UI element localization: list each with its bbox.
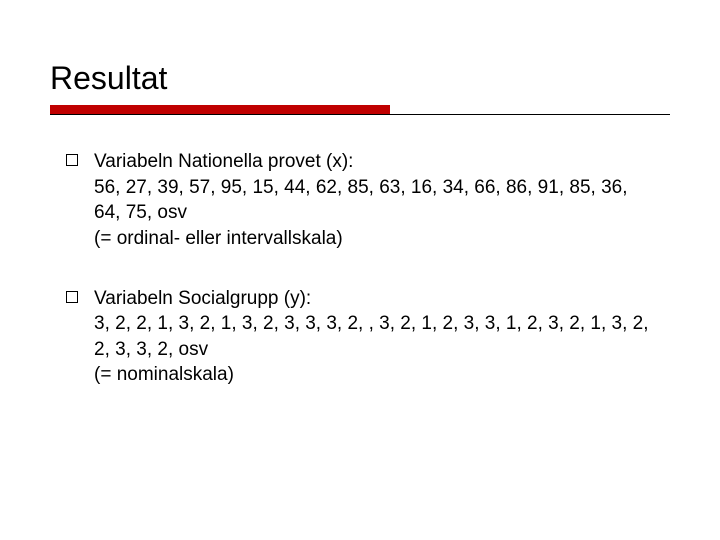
bullet-content: Variabeln Nationella provet (x): 56, 27,… <box>94 149 654 252</box>
list-item: Variabeln Socialgrupp (y): 3, 2, 2, 1, 3… <box>50 286 670 389</box>
bullet-note: (= ordinal- eller intervallskala) <box>94 226 654 252</box>
square-bullet-icon <box>66 154 78 166</box>
slide: Resultat Variabeln Nationella provet (x)… <box>0 0 720 540</box>
bullet-values: 56, 27, 39, 57, 95, 15, 44, 62, 85, 63, … <box>94 175 654 226</box>
bullet-heading: Variabeln Nationella provet (x): <box>94 149 654 175</box>
divider-line <box>50 114 670 115</box>
accent-bar <box>50 105 390 114</box>
bullet-content: Variabeln Socialgrupp (y): 3, 2, 2, 1, 3… <box>94 286 654 389</box>
bullet-heading: Variabeln Socialgrupp (y): <box>94 286 654 312</box>
bullet-values: 3, 2, 2, 1, 3, 2, 1, 3, 2, 3, 3, 3, 2, ,… <box>94 311 654 362</box>
list-item: Variabeln Nationella provet (x): 56, 27,… <box>50 149 670 252</box>
page-title: Resultat <box>50 60 670 97</box>
square-bullet-icon <box>66 291 78 303</box>
bullet-note: (= nominalskala) <box>94 362 654 388</box>
title-rule <box>50 105 670 115</box>
